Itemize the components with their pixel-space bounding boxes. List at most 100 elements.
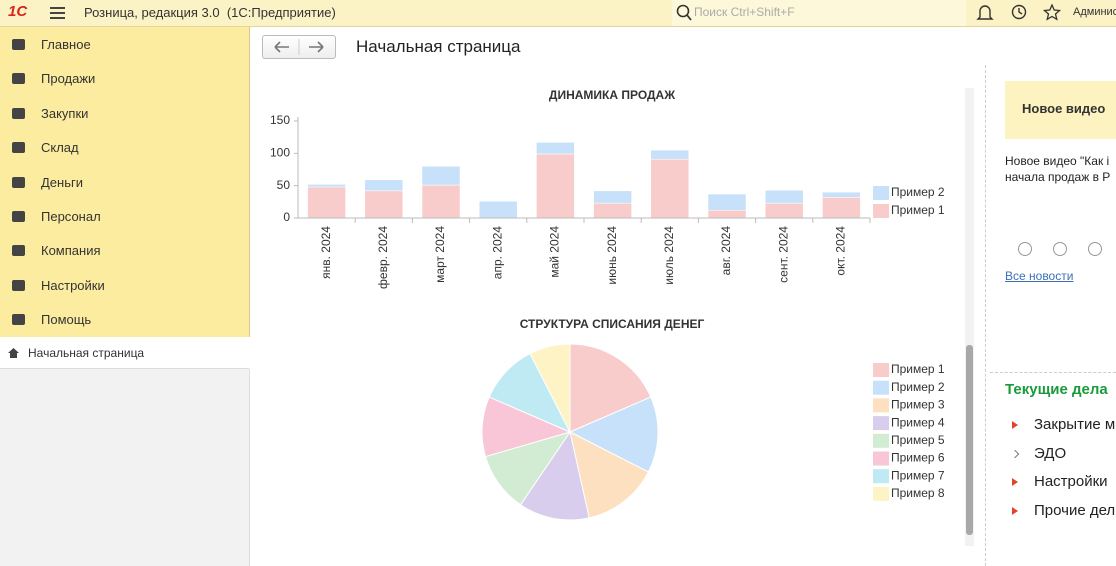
bar xyxy=(536,142,575,155)
legend-swatch xyxy=(873,204,889,218)
menu-item[interactable]: Закупки xyxy=(41,105,89,121)
x-tick-label: окт. 2024 xyxy=(834,226,848,276)
chart-title: СТРУКТУРА СПИСАНИЯ ДЕНЕГ xyxy=(520,317,705,331)
task-item[interactable]: Прочие дел xyxy=(1034,501,1116,519)
menu-item[interactable]: Продажи xyxy=(41,71,96,87)
menu-item[interactable]: Склад xyxy=(41,140,79,156)
chart-title: ДИНАМИКА ПРОДАЖ xyxy=(549,88,675,102)
menu-icon xyxy=(12,314,25,326)
sidebar: Главное Продажи Закупки Склад Деньги Персонал… xyxy=(0,27,250,337)
page-title: Начальная страница xyxy=(356,37,521,56)
news-pager-dot[interactable] xyxy=(1053,242,1067,256)
bar xyxy=(307,184,346,188)
bar xyxy=(536,153,575,219)
bar xyxy=(593,190,632,204)
top-bar: 1С Розница, редакция 3.0 (1С:Предприятие… xyxy=(0,0,1116,27)
news-text: Новое видео "Как і xyxy=(1005,154,1110,168)
task-marker xyxy=(1012,478,1018,486)
task-marker xyxy=(1012,506,1018,515)
all-news-link[interactable]: Все новости xyxy=(1005,269,1074,283)
legend-swatch xyxy=(873,486,889,501)
menu-icon xyxy=(12,176,25,188)
task-item[interactable]: Закрытие м xyxy=(1034,416,1116,433)
bar xyxy=(593,202,632,219)
y-tick-label: 150 xyxy=(270,113,290,127)
x-tick-label: янв. 2024 xyxy=(319,226,333,279)
bar xyxy=(707,209,747,219)
x-tick-label: апр. 2024 xyxy=(490,226,504,280)
bar xyxy=(421,184,461,219)
search-box[interactable]: Поиск Ctrl+Shift+F xyxy=(672,0,966,26)
app-title: Розница, редакция 3.0 (1С:Предприятие) xyxy=(84,5,336,20)
separator xyxy=(990,372,1116,373)
legend-label: Пример 8 xyxy=(891,486,945,500)
bar xyxy=(478,200,518,219)
x-tick-label: март 2024 xyxy=(433,226,447,283)
scrollbar-thumb[interactable] xyxy=(966,345,973,535)
legend-label: Пример 6 xyxy=(891,451,945,465)
home-icon xyxy=(8,348,19,358)
menu-icon[interactable] xyxy=(50,6,66,20)
menu-item[interactable]: Помощь xyxy=(41,312,92,328)
legend-swatch xyxy=(873,398,889,413)
pie-slice xyxy=(529,343,571,433)
menu-icon xyxy=(12,73,25,85)
task-chevron xyxy=(1010,449,1020,458)
legend-label: Пример 5 xyxy=(891,433,945,447)
news-pager-dot[interactable] xyxy=(1088,242,1102,256)
user-name[interactable]: Админис xyxy=(1073,6,1116,18)
toolbar-icons[interactable] xyxy=(976,4,1066,22)
menu-item[interactable]: Главное xyxy=(41,37,91,52)
logo[interactable]: 1С xyxy=(8,3,28,20)
menu-icon xyxy=(12,211,25,222)
legend-label: Пример 1 xyxy=(891,362,945,376)
task-item[interactable]: ЭДО xyxy=(1034,444,1067,462)
x-tick-label: июль 2024 xyxy=(662,226,676,285)
menu-item[interactable]: Компания xyxy=(41,243,101,259)
pie-slice xyxy=(519,430,590,521)
nav-buttons[interactable] xyxy=(262,35,336,59)
menu-item[interactable]: Настройки xyxy=(41,277,105,293)
pie-slice xyxy=(569,343,652,433)
legend-swatch xyxy=(873,469,889,484)
legend-swatch xyxy=(873,416,889,431)
sidebar-empty xyxy=(0,369,250,566)
news-banner[interactable] xyxy=(1005,81,1116,139)
scrollbar-track[interactable] xyxy=(965,88,974,546)
legend-label: Пример 2 xyxy=(891,380,945,394)
menu-item[interactable]: Деньги xyxy=(41,174,83,190)
open-page-label: Начальная страница xyxy=(28,346,145,360)
bar xyxy=(650,158,690,219)
legend-swatch xyxy=(873,380,889,395)
search-icon xyxy=(676,4,692,21)
y-tick-label: 50 xyxy=(277,178,291,192)
pie-slice xyxy=(568,396,659,473)
bar xyxy=(822,191,861,198)
bar xyxy=(364,190,404,219)
legend-swatch xyxy=(873,451,889,466)
legend-swatch xyxy=(873,186,889,200)
x-tick-label: авг. 2024 xyxy=(719,226,733,276)
news-title: Новое видео xyxy=(1022,101,1106,116)
news-text: начала продаж в Р xyxy=(1005,170,1111,184)
task-marker xyxy=(1012,421,1018,429)
open-page-tab[interactable]: Начальная страница xyxy=(0,338,249,369)
y-tick-label: 0 xyxy=(283,210,290,224)
bar xyxy=(822,197,861,219)
bar xyxy=(764,202,804,219)
x-tick-label: июнь 2024 xyxy=(605,226,619,285)
news-pager-dot[interactable] xyxy=(1018,242,1032,256)
bar xyxy=(307,186,346,219)
nav-arrows xyxy=(274,39,324,55)
y-tick-label: 100 xyxy=(270,146,290,160)
charts: ДИНАМИКА ПРОДАЖ 0 50 100 150 янв. 2024 февр. 2… xyxy=(270,88,945,521)
legend-label: Пример 2 xyxy=(891,185,945,199)
separator xyxy=(985,65,986,566)
search-placeholder: Поиск Ctrl+Shift+F xyxy=(694,5,795,19)
task-item[interactable]: Настройки xyxy=(1034,473,1108,490)
x-tick-label: сент. 2024 xyxy=(776,226,790,283)
menu-item[interactable]: Персонал xyxy=(41,209,101,224)
tasks-title: Текущие дела xyxy=(1005,381,1108,398)
menu-icon xyxy=(12,279,25,291)
